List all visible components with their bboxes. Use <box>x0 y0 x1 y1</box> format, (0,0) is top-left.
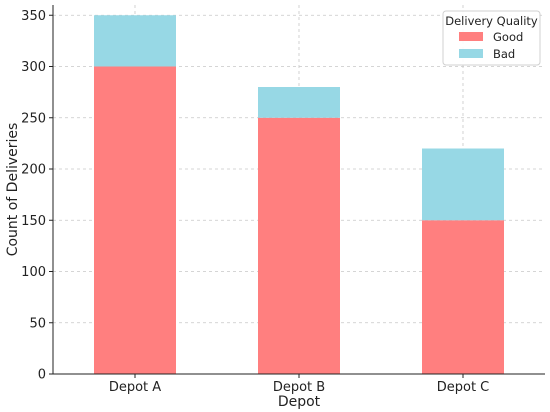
x-axis-title: Depot <box>278 394 321 410</box>
x-tick-label: Depot A <box>109 380 161 395</box>
y-tick-label: 100 <box>21 265 46 280</box>
legend-items: Good Bad <box>459 30 523 61</box>
x-tick-label: Depot C <box>437 380 490 395</box>
legend-label-good: Good <box>493 30 523 44</box>
bar-good-depot-b <box>258 117 340 374</box>
y-axis-title: Count of Deliveries <box>5 123 21 257</box>
y-tick-label: 350 <box>21 9 46 24</box>
bar-good-depot-c <box>422 220 504 374</box>
bar-bad-depot-a <box>94 15 176 67</box>
legend-title: Delivery Quality <box>445 14 538 28</box>
legend-swatch-bad <box>459 49 483 58</box>
bar-good-depot-a <box>94 66 176 374</box>
bar-bad-depot-c <box>422 148 504 221</box>
y-tick-label: 200 <box>21 163 46 178</box>
y-tick-label: 0 <box>38 368 46 383</box>
legend: Delivery Quality Good Bad <box>442 10 541 66</box>
legend-swatch-good <box>459 32 483 41</box>
ticks: 0 50 100 150 200 250 300 350 Depot A Depot B Depot… <box>21 9 489 395</box>
y-tick-label: 150 <box>21 214 46 229</box>
y-tick-label: 50 <box>29 316 46 331</box>
y-tick-label: 300 <box>21 60 46 75</box>
y-tick-label: 250 <box>21 111 46 126</box>
bar-bad-depot-b <box>258 87 340 118</box>
legend-label-bad: Bad <box>493 47 515 61</box>
x-tick-label: Depot B <box>273 380 325 395</box>
bars <box>94 15 504 374</box>
